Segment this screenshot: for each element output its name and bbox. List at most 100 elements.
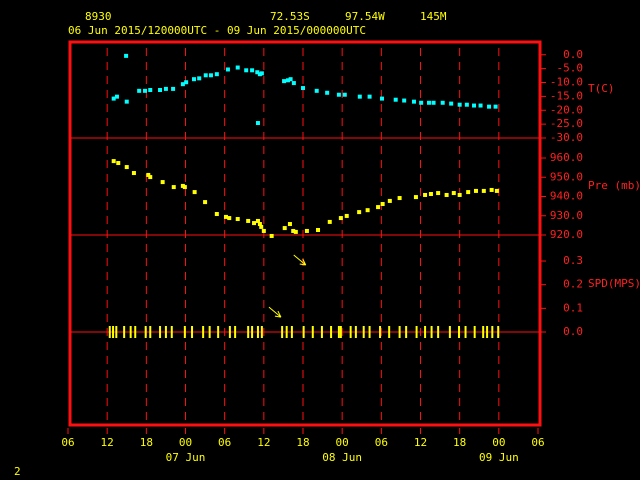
point [191,77,196,82]
point [449,101,454,106]
point [357,210,362,215]
point [316,227,321,232]
point [440,100,445,105]
point [336,92,341,97]
point [255,121,260,126]
point [288,77,293,82]
x-tick-label: 00 [492,436,505,449]
point [487,104,492,109]
point [116,161,121,166]
point [428,192,433,197]
point [180,82,185,87]
point [478,103,483,108]
point [493,104,498,109]
y-tick-label: 0.3 [563,254,583,267]
point [259,224,264,229]
point [402,98,407,103]
x-tick-label: 00 [336,436,349,449]
point [171,86,176,91]
y-tick-label: -30.0 [550,131,583,144]
elevation: 145M [420,10,447,23]
y-tick-label: 920.0 [550,228,583,241]
station-id: 8930 [85,10,112,23]
point [344,213,349,218]
point [325,90,330,95]
point [182,185,187,190]
point [314,88,319,93]
point [365,208,370,213]
point [146,172,151,177]
point [411,99,416,104]
longitude: 97.54W [345,10,385,23]
point [301,86,305,91]
point [257,222,262,227]
y-tick-label: 0.1 [563,301,583,314]
point [457,102,462,107]
frame [68,40,542,427]
y-tick-label: -25.0 [550,117,583,130]
point [163,86,168,91]
x-tick-label: 06 [375,436,388,449]
point [244,68,249,73]
latitude: 72.53S [270,10,310,23]
x-tick-label: 18 [296,436,309,449]
point [380,202,385,207]
point [282,79,287,84]
point [282,226,287,231]
x-tick-label: 00 [179,436,192,449]
point [423,192,428,197]
point [223,214,228,219]
point [342,92,347,97]
point [451,191,456,196]
point [261,228,266,233]
y-tick-label: 960.0 [550,151,583,164]
y-tick-label: -10.0 [550,76,583,89]
y-tick-label: 0.0 [563,48,583,61]
point [269,233,274,238]
point [203,73,208,78]
point [111,159,116,164]
point [192,190,197,195]
y-axis-label: T(C) [588,82,615,95]
x-tick-label: 18 [453,436,466,449]
date-label: 07 Jun [166,451,206,464]
wind-arrow [293,254,307,266]
point [131,171,136,176]
x-tick-label: 18 [140,436,153,449]
point [357,94,362,99]
point [259,71,264,76]
point [158,88,163,92]
y-tick-label: -5.0 [557,62,584,75]
date-label: 08 Jun [322,451,362,464]
point [184,80,189,85]
point [137,88,142,93]
point [124,53,129,58]
point [252,221,257,226]
point [214,212,219,217]
point [466,190,471,195]
x-tick-label: 06 [531,436,544,449]
wind-arrow [268,306,282,318]
period: 06 Jun 2015/120000UTC - 09 Jun 2015/0000… [68,24,366,37]
point [227,216,232,221]
point [208,73,213,78]
page-number: 2 [14,465,21,478]
x-tick-label: 06 [61,436,74,449]
point [225,67,230,72]
point [246,218,251,223]
point [397,196,402,201]
y-tick-label: -20.0 [550,103,583,116]
point [111,96,116,101]
point [473,188,478,193]
point [304,228,309,233]
point [393,97,398,102]
point [114,94,119,99]
date-label: 09 Jun [479,451,519,464]
y-tick-label: 940.0 [550,190,583,203]
point [291,228,296,233]
point [436,191,441,196]
point [214,72,219,77]
point [255,218,260,223]
point [160,180,165,185]
point [255,70,260,75]
